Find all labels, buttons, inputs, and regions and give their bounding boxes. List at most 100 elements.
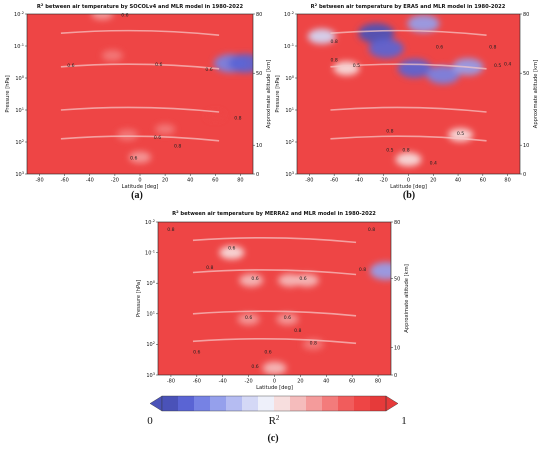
x-tick-label: 80 bbox=[504, 178, 510, 184]
y-tick-label: 102 bbox=[15, 139, 24, 146]
y-right-tick-label: 10 bbox=[523, 143, 529, 149]
y-right-axis-label: Approximate altitude [km] bbox=[533, 60, 539, 128]
x-tick-label: 0 bbox=[407, 178, 410, 184]
contour-line-3 bbox=[60, 135, 220, 142]
field-background bbox=[297, 14, 520, 174]
contour-line-2 bbox=[60, 106, 220, 113]
contour-label: 0.6 bbox=[284, 315, 291, 321]
field-feature-0 bbox=[219, 245, 245, 260]
x-tick-label: -20 bbox=[380, 178, 388, 184]
contour-label: 0.6 bbox=[251, 276, 258, 282]
x-tick-label: 40 bbox=[323, 379, 329, 385]
contour-label: 0.8 bbox=[167, 227, 174, 233]
x-tick-label: 60 bbox=[212, 178, 218, 184]
chart-title: R2 between air temperature by SOCOLv4 an… bbox=[37, 3, 244, 10]
colorbar-arrow-low bbox=[149, 395, 163, 412]
y-right-tick-label: 50 bbox=[523, 71, 529, 77]
contour-label: 0.6 bbox=[130, 155, 137, 161]
panel-b: 0.80.80.50.6 0.80.5 0.40.80.50.80.50.4R2 b… bbox=[275, 3, 539, 201]
y-right-tick-label: 0 bbox=[523, 172, 526, 178]
field-feature-1 bbox=[228, 54, 253, 73]
x-tick-label: -80 bbox=[35, 178, 43, 184]
contour-label: 0.4 bbox=[504, 61, 511, 67]
colorbar-swatch bbox=[370, 396, 387, 411]
colorbar-label: R2 bbox=[269, 414, 280, 427]
colorbar-swatch bbox=[178, 396, 195, 411]
y-right-tick-label: 10 bbox=[256, 143, 262, 149]
colorbar-arrow-high bbox=[385, 395, 399, 412]
x-tick-label: 40 bbox=[455, 178, 461, 184]
field-feature-1 bbox=[239, 273, 264, 287]
contour-line-1 bbox=[60, 63, 220, 70]
y-tick-label: 10-2 bbox=[14, 11, 24, 18]
field-feature-4 bbox=[129, 151, 151, 164]
y-right-axis-label: Approximate altitude [km] bbox=[266, 60, 272, 128]
field-background bbox=[27, 14, 253, 174]
contour-label: 0.6 bbox=[121, 13, 128, 19]
x-tick-label: 20 bbox=[430, 178, 436, 184]
y-tick-label: 10-1 bbox=[145, 249, 155, 256]
contour-line-0 bbox=[330, 29, 487, 36]
field-feature-8 bbox=[302, 338, 324, 350]
colorbar: 0 1 R2 bbox=[147, 395, 407, 427]
contour-label: 0.5 bbox=[457, 131, 464, 137]
panel-c: 0.8 0.8 0.6 0.6 0.6 0.8 0.8 0.6 0.6 0.8 0.8 0.6 0.6 0… bbox=[136, 210, 410, 444]
panel-label: (a) bbox=[131, 190, 143, 201]
contour-label: 0.4 bbox=[430, 160, 437, 166]
field-feature-1 bbox=[368, 38, 404, 59]
y-right-tick-label: 0 bbox=[394, 373, 397, 379]
colorbar-swatch bbox=[322, 396, 339, 411]
contour-label: 0.6 bbox=[251, 364, 258, 370]
field-streaks bbox=[330, 29, 487, 142]
y-tick-label: 103 bbox=[146, 372, 155, 379]
y-tick-label: 102 bbox=[146, 341, 155, 348]
contour-label: 0.6 bbox=[205, 67, 212, 73]
contour-label: 0.6 bbox=[155, 62, 162, 68]
y-right-tick-label: 0 bbox=[256, 172, 259, 178]
contour-line-0 bbox=[192, 237, 357, 244]
contour-label: 0.8 bbox=[174, 144, 181, 150]
x-tick-label: 0 bbox=[273, 379, 276, 385]
contour-label: 0.8 bbox=[206, 265, 213, 271]
contour-line-2 bbox=[192, 310, 357, 317]
y-right-tick-label: 80 bbox=[256, 12, 262, 18]
contour-label: 0.8 bbox=[331, 57, 338, 63]
field-feature-0 bbox=[358, 23, 395, 44]
x-tick-label: -80 bbox=[167, 379, 175, 385]
x-tick-label: -40 bbox=[219, 379, 227, 385]
y-right-tick-label: 50 bbox=[394, 276, 400, 282]
contour-line-2 bbox=[330, 106, 487, 113]
colorbar-min-label: 0 bbox=[147, 415, 153, 427]
x-tick-label: 20 bbox=[297, 379, 303, 385]
field-feature-6 bbox=[237, 313, 260, 325]
y-tick-label: 100 bbox=[285, 75, 294, 82]
panel-label: (c) bbox=[267, 433, 278, 444]
y-tick-label: 10-2 bbox=[145, 219, 155, 226]
contour-line-0 bbox=[60, 29, 220, 36]
panel-label: (b) bbox=[403, 190, 415, 201]
x-axis-label: Latitude [deg] bbox=[390, 184, 427, 190]
y-right-tick-label: 50 bbox=[256, 71, 262, 77]
x-tick-label: -60 bbox=[193, 379, 201, 385]
contour-label: 0.6 bbox=[245, 315, 252, 321]
colorbar-swatch bbox=[258, 396, 275, 411]
colorbar-swatch bbox=[338, 396, 355, 411]
y-tick-label: 10-1 bbox=[14, 43, 24, 50]
x-tick-label: -80 bbox=[305, 178, 313, 184]
field-feature-2 bbox=[278, 273, 303, 287]
contour-label: 0.8 bbox=[234, 116, 241, 122]
x-tick-label: 80 bbox=[237, 178, 243, 184]
contour-label: 0.8 bbox=[368, 227, 375, 233]
y-tick-label: 100 bbox=[146, 280, 155, 287]
field-streaks bbox=[60, 29, 220, 142]
contour-label: 0.6 bbox=[67, 63, 74, 69]
y-tick-label: 101 bbox=[146, 311, 155, 318]
chart-title: R2 between air temperature by MERRA2 and… bbox=[172, 210, 376, 217]
x-tick-label: -20 bbox=[245, 379, 253, 385]
contour-label: 0.8 bbox=[386, 128, 393, 134]
contour-label: 0.6 bbox=[193, 350, 200, 356]
y-tick-label: 10-1 bbox=[284, 43, 294, 50]
contour-label: 0.5 bbox=[386, 148, 393, 154]
field-feature-2 bbox=[91, 14, 114, 20]
colorbar-swatch bbox=[274, 396, 291, 411]
